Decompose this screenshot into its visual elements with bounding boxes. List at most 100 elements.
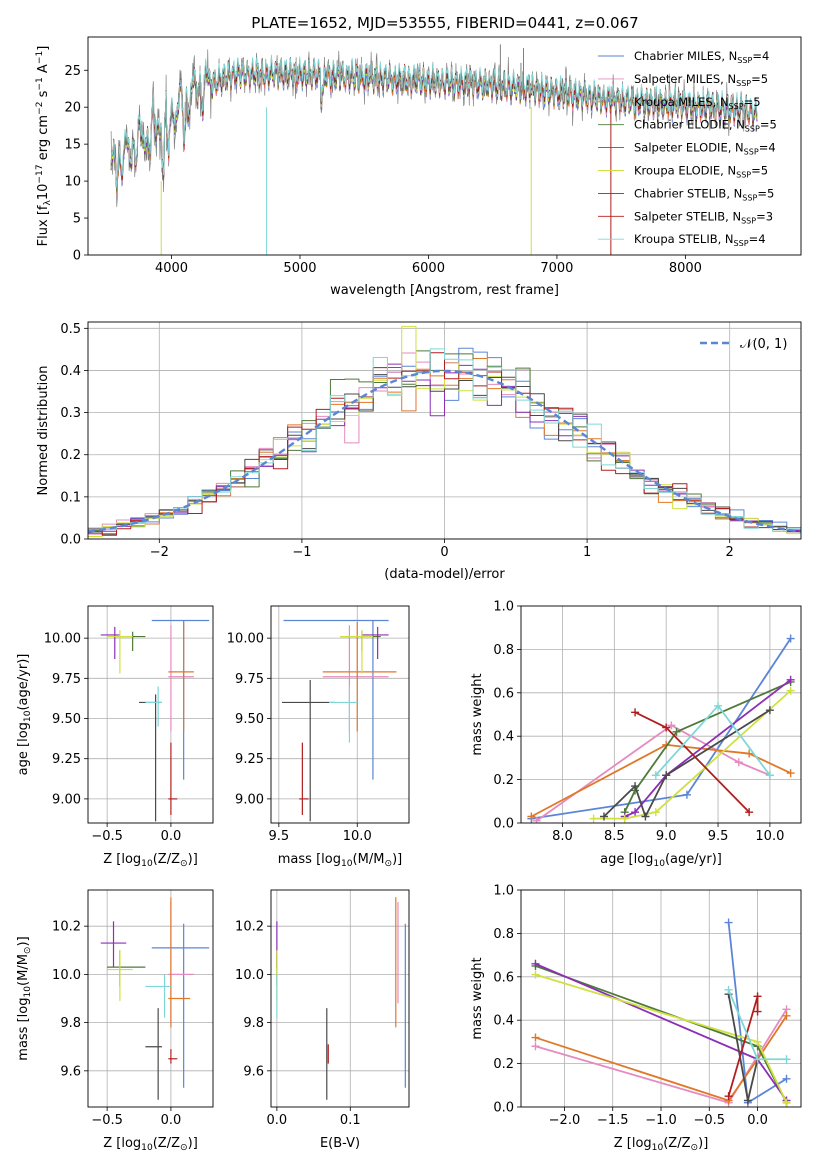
weight-vs-age-xlabel-part-2: (age/yr)] xyxy=(665,852,722,867)
spectrum-legend-label-1-part-1: SSP xyxy=(736,79,751,88)
weight-vs-Z-xlabel: Z [log10(Z/Z⊙)] xyxy=(614,1136,709,1153)
weight-vs-age-xtick-label-4: 10.0 xyxy=(755,829,784,844)
mass-vs-Z-xlabel-part-4: )] xyxy=(188,1136,198,1151)
spectrum-legend-label-6: Chabrier STELIB, NSSP=5 xyxy=(634,186,774,202)
age-vs-mass-ytick-label-4: 10.00 xyxy=(227,632,264,647)
weight-vs-age-marker-6-2 xyxy=(641,812,650,821)
spectrum-legend-label-2-part-0: Kroupa MILES, N xyxy=(634,95,729,109)
age-vs-Z-ylabel-part-1: 10 xyxy=(23,710,33,722)
spectrum-xtick-label-0: 4000 xyxy=(155,261,188,276)
age-vs-Z-ylabel-part-2: (age/yr)] xyxy=(16,654,31,711)
spectrum-ylabel-part-10: ] xyxy=(36,46,51,51)
spectrum-legend-label-1-part-0: Salpeter MILES, N xyxy=(634,72,736,86)
weight-vs-Z-ylabel: mass weight xyxy=(470,957,485,1039)
residuals-ytick-label-1: 0.1 xyxy=(60,490,81,505)
residuals-xtick-label-1: −1 xyxy=(292,545,311,560)
age-vs-mass-xlabel-part-3: ⊙ xyxy=(384,859,392,869)
weight-vs-age-marker-1-1 xyxy=(667,721,676,730)
age-vs-mass-ytick-label-0: 9.00 xyxy=(235,792,264,807)
weight-vs-Z-xlabel-part-3: ⊙ xyxy=(691,1143,699,1153)
mass-vs-Z-ylabel-part-3: ⊙ xyxy=(23,946,33,954)
weight-vs-age-ytick-label-2: 0.4 xyxy=(493,730,514,745)
spectrum-legend-label-5: Kroupa ELODIE, NSSP=5 xyxy=(634,164,768,180)
weight-vs-Z-marker-7-2 xyxy=(753,1007,762,1016)
spectrum-legend-label-1-part-2: =5 xyxy=(751,72,768,86)
spectrum-ylabel-part-7: −1 xyxy=(35,77,45,90)
mass-vs-Z-ytick-label-0: 9.6 xyxy=(60,1064,81,1079)
weight-vs-age-line-3 xyxy=(623,681,791,813)
spectrum-legend-label-7-part-0: Salpeter STELIB, N xyxy=(634,209,741,223)
weight-vs-Z-xtick-label-1: −1.5 xyxy=(597,1113,629,1128)
spectrum-ytick-label-1: 5 xyxy=(73,212,81,227)
residuals-ytick-label-4: 0.4 xyxy=(60,364,81,379)
weight-vs-age-marker-8-2 xyxy=(765,771,774,780)
weight-vs-age-ytick-label-0: 0.0 xyxy=(493,817,514,832)
age-vs-Z-xtick-label-0: −0.5 xyxy=(91,829,123,844)
age-vs-Z-xlabel-part-1: 10 xyxy=(141,859,153,869)
mass-vs-Z-xlabel-part-0: Z [log xyxy=(103,1136,141,1151)
weight-vs-age-xtick-label-1: 8.5 xyxy=(604,829,625,844)
residuals-xtick-label-3: 1 xyxy=(583,545,591,560)
weight-vs-age-xtick-label-2: 9.0 xyxy=(656,829,677,844)
weight-vs-Z-marker-5-2 xyxy=(782,1098,791,1107)
weight-vs-Z-marker-5-0 xyxy=(531,970,540,979)
residuals-ytick-label-2: 0.2 xyxy=(60,448,81,463)
age-vs-Z-xlabel-part-2: (Z/Z xyxy=(153,852,180,867)
residuals-ytick-label-5: 0.5 xyxy=(60,322,81,337)
spectrum-ytick-label-5: 25 xyxy=(64,64,81,79)
age-vs-mass-xlabel-part-2: (M/M xyxy=(353,852,385,867)
weight-vs-age-marker-8-1 xyxy=(714,701,723,710)
age-vs-Z-ytick-label-3: 9.75 xyxy=(52,672,81,687)
age-vs-Z-ylabel: age [log10(age/yr)] xyxy=(16,654,33,776)
weight-vs-age-ylabel: mass weight xyxy=(470,673,485,755)
weight-vs-age-marker-0-2 xyxy=(786,634,795,643)
age-vs-mass-frame xyxy=(270,605,410,824)
weight-vs-age-line-1 xyxy=(536,724,771,822)
spectrum-legend-label-4: Salpeter ELODIE, NSSP=4 xyxy=(634,141,776,157)
mass-vs-Z-ytick-label-3: 10.2 xyxy=(52,920,81,935)
spectrum-ylabel-part-1: λ xyxy=(43,200,53,206)
spectrum-ylabel-part-6: s xyxy=(36,90,51,101)
age-vs-Z-xtick-label-1: 0.0 xyxy=(161,829,182,844)
weight-vs-Z-marker-4-0 xyxy=(531,959,540,968)
weight-vs-Z-marker-7-1 xyxy=(753,992,762,1001)
residuals-xtick-label-4: 2 xyxy=(726,545,734,560)
mass-vs-ebv-ytick-label-2: 10.0 xyxy=(235,968,264,983)
spectrum-ylabel-part-9: −1 xyxy=(35,51,45,64)
weight-vs-age-marker-5-0 xyxy=(589,814,598,823)
mass-vs-Z-ytick-label-2: 10.0 xyxy=(52,968,81,983)
axes-layer: PLATE=1652, MJD=53555, FIBERID=0441, z=0… xyxy=(16,14,802,1153)
weight-vs-age-marker-5-2 xyxy=(651,808,660,817)
weight-vs-age-marker-7-1 xyxy=(662,723,671,732)
age-vs-mass-axes: 9.5 10.0 9.00 9.25 9.50 9.75 10.00 mass [log10(… xyxy=(227,605,410,869)
mass-vs-Z-ylabel-part-1: 10 xyxy=(23,986,33,998)
weight-vs-Z-marker-2-0 xyxy=(531,1033,540,1042)
residual-hist-8 xyxy=(88,348,801,532)
spectrum-frame xyxy=(87,36,802,256)
weight-vs-age-axes: 8.0 8.5 9.0 9.5 10.0 0.0 0.2 0.4 0.6 0.8 1.0 age [l… xyxy=(470,600,802,869)
residuals-ytick-label-0: 0.0 xyxy=(60,533,81,548)
spectrum-ylabel-part-5: −2 xyxy=(35,102,45,115)
weight-vs-age-marker-3-2 xyxy=(672,727,681,736)
spectrum-model-8 xyxy=(110,54,758,189)
weight-vs-age-marker-8-0 xyxy=(651,771,660,780)
mass-vs-Z-frame xyxy=(87,889,214,1108)
weight-vs-age-marker-2-0 xyxy=(527,812,536,821)
spectrum-legend-label-3-part-2: =5 xyxy=(760,118,777,132)
weight-vs-Z-ytick-label-3: 0.6 xyxy=(493,970,514,985)
age-vs-Z-ytick-label-1: 9.25 xyxy=(52,752,81,767)
spectrum-legend-label-7: Salpeter STELIB, NSSP=3 xyxy=(634,209,773,225)
residual-legend-label: 𝒩(0, 1) xyxy=(740,337,787,352)
spectrum-ytick-label-3: 15 xyxy=(64,138,81,153)
weight-vs-Z-marker-5-1 xyxy=(753,1037,762,1046)
mass-vs-ebv-axes-plot-area xyxy=(271,890,409,1107)
spectrum-legend-label-6-part-0: Chabrier STELIB, N xyxy=(634,186,742,200)
weight-vs-age-frame xyxy=(520,605,802,824)
weight-vs-age-xlabel: age [log10(age/yr)] xyxy=(600,852,722,869)
age-vs-mass-ytick-label-2: 9.50 xyxy=(235,712,264,727)
weight-vs-age-xlabel-part-0: age [log xyxy=(600,852,653,867)
spectrum-legend-label-4-part-1: SSP xyxy=(744,148,759,157)
spectrum-ylabel: Flux [fλ10−17 erg cm−2 s−1 A−1] xyxy=(35,46,53,247)
weight-vs-age-marker-5-1 xyxy=(620,814,629,823)
